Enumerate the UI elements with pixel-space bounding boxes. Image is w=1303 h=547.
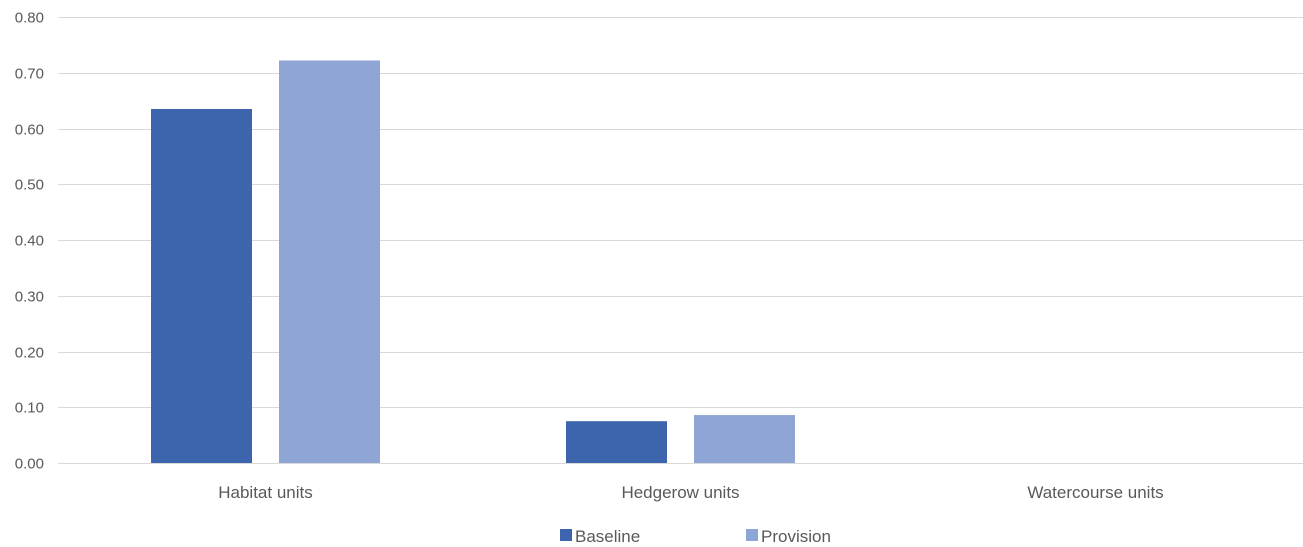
bar-baseline-hedgerow-units [566,421,667,463]
legend-swatch-provision [746,529,758,541]
legend-label-baseline: Baseline [575,527,640,546]
y-tick-label: 0.30 [15,289,44,306]
y-tick-label: 0.80 [15,10,44,27]
y-tick-label: 0.60 [15,122,44,139]
y-axis-tick-labels: 0.00 0.10 0.20 0.30 0.40 0.50 0.60 0.70 0.80 [15,10,44,473]
y-tick-label: 0.20 [15,345,44,362]
bars [151,60,795,464]
y-tick-label: 0.00 [15,456,44,473]
y-tick-label: 0.70 [15,66,44,83]
bar-baseline-habitat-units [151,108,252,464]
bar-provision-hedgerow-units [694,415,795,463]
bar-provision-habitat-units [279,60,380,464]
legend-swatch-baseline [560,529,572,541]
x-category-label: Watercourse units [1027,483,1163,502]
x-axis-category-labels: Habitat units Hedgerow units Watercourse u… [218,483,1163,502]
x-category-label: Hedgerow units [621,483,739,502]
gridlines [58,17,1303,464]
x-category-label: Habitat units [218,483,313,502]
y-tick-label: 0.40 [15,233,44,250]
y-tick-label: 0.10 [15,400,44,417]
legend-label-provision: Provision [761,527,831,546]
legend: Baseline Provision [560,527,831,546]
y-tick-label: 0.50 [15,177,44,194]
